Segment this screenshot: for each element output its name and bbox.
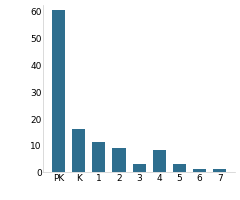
Bar	[92, 143, 105, 172]
Bar	[72, 129, 85, 172]
Bar	[173, 164, 186, 172]
Bar	[133, 164, 146, 172]
Bar	[113, 148, 126, 172]
Bar	[213, 169, 227, 172]
Bar	[52, 11, 65, 172]
Bar	[153, 151, 166, 172]
Bar	[193, 169, 206, 172]
